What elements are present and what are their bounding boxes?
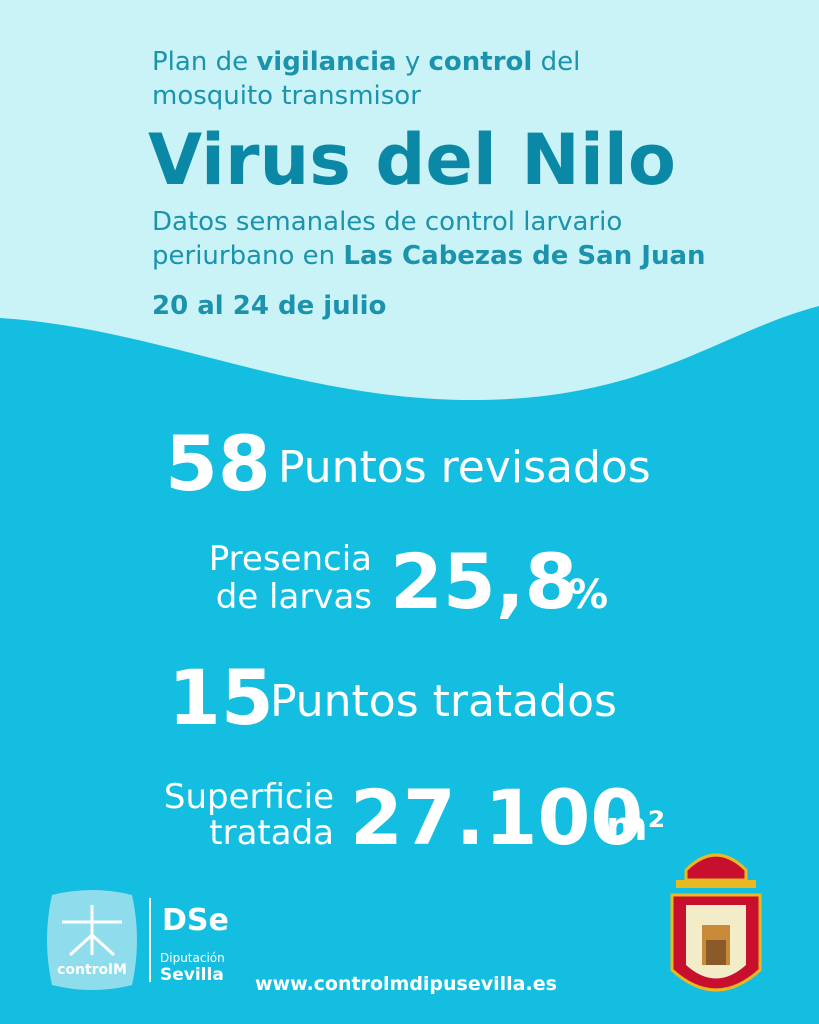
stat-unit: m² — [606, 804, 665, 850]
url[interactable]: www.controlmdipusevilla.es — [255, 973, 557, 995]
subtitle: periurbano en Las Cabezas de San Juan — [152, 241, 706, 271]
stat-label: Puntos revisados — [278, 442, 651, 493]
dse-mark: DSe — [162, 903, 229, 938]
text: del — [532, 47, 580, 77]
org-text: Diputación — [160, 951, 225, 965]
coat-of-arms — [670, 853, 762, 992]
stat-label: tratada — [209, 813, 334, 853]
org-text: Sevilla — [160, 965, 224, 985]
stat-value: 25,8 — [390, 537, 578, 626]
subtitle: Datos semanales de control larvario — [152, 207, 622, 237]
text: control — [429, 47, 533, 77]
text: y — [397, 47, 429, 77]
stat-label: Superficie — [164, 777, 334, 817]
text: periurbano en — [152, 241, 343, 271]
mosquito-icon — [62, 905, 122, 957]
intro-line: mosquito transmisor — [152, 81, 421, 111]
intro-line: Plan de vigilancia y control del — [152, 47, 580, 77]
logo-text: controlM — [57, 962, 127, 978]
stat-label: de larvas — [216, 577, 372, 617]
wave — [0, 306, 819, 1024]
text: Plan de — [152, 47, 256, 77]
title: Virus del Nilo — [148, 119, 676, 201]
stat-value: 15 — [168, 653, 274, 742]
stat-value: 27.100 — [350, 773, 643, 862]
controlm-logo: controlM — [47, 890, 137, 990]
stat-value: 58 — [165, 419, 271, 508]
stat-label: Presencia — [209, 539, 372, 579]
text: vigilancia — [256, 47, 396, 77]
stat-unit: % — [568, 572, 608, 618]
date: 20 al 24 de julio — [152, 291, 386, 321]
text: Las Cabezas de San Juan — [343, 241, 705, 271]
stat-label: Puntos tratados — [270, 676, 617, 727]
